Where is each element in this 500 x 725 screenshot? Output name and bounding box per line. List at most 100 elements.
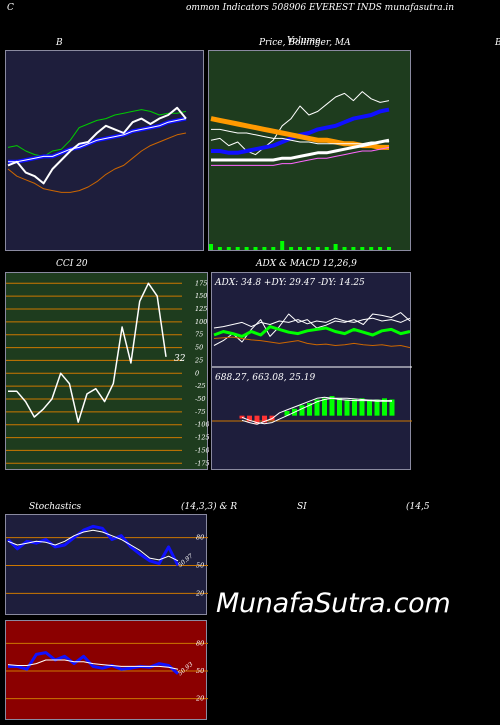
rsi-tick-label: 50 [196, 667, 204, 675]
rsi-tick-label: 80 [196, 639, 204, 647]
volume-bar [253, 247, 258, 250]
price-ma-chart [209, 91, 391, 250]
volume-bar [324, 247, 329, 250]
adx-macd-title: ADX & MACD 12,26,9 [256, 259, 357, 269]
adx-values-text: ADX: 34.8 +DY: 29.47 -DY: 14.25 [214, 278, 365, 288]
volume-bar [235, 247, 240, 250]
bollinger-title: B [56, 38, 63, 48]
stoch-params: (14,3,3) & R [181, 502, 238, 512]
macd-histogram-bar [344, 399, 350, 416]
volume-bar [315, 247, 320, 250]
volume-bar [209, 244, 213, 250]
macd-histogram-bar [322, 398, 327, 416]
far-right-title: B [495, 38, 500, 48]
macd-histogram-bar [374, 399, 380, 416]
bollinger-upper-band [7, 109, 187, 157]
cci-tick-label: -25 [195, 382, 205, 390]
cci-last-value: 32 [174, 354, 186, 364]
cci-tick-label: 125 [195, 305, 207, 313]
macd-histogram-bar [329, 396, 335, 416]
price-ma-title: Price, Bollinger, MA [259, 38, 351, 48]
macd-histogram-bar [367, 399, 372, 416]
adx-macd-chart: ADX: 34.8 +DY: 29.47 -DY: 14.25 688.27, 6… [212, 278, 412, 425]
adx-minus-di [213, 317, 411, 329]
rsi-params: (14,5 [406, 502, 430, 512]
price-price-line [210, 91, 390, 156]
cci-tick-label: 50 [195, 344, 203, 352]
stoch-panel: 80 50 20 50.97 [5, 514, 208, 615]
volume-bar [351, 247, 356, 250]
header-title: ommon Indicators 508906 EVEREST INDS mun… [186, 3, 455, 13]
macd-signal-line [241, 397, 392, 425]
cci-tick-label: 0 [195, 369, 199, 377]
cci-tick-label: 150 [195, 292, 207, 300]
price-ma-slow-inner [211, 146, 390, 166]
macd-histogram-bar [389, 399, 395, 416]
volume-bar [244, 247, 249, 250]
volume-bar [333, 244, 338, 250]
stoch-signal-line [7, 529, 179, 562]
rsi-tick-label: 20 [195, 695, 204, 703]
volume-bar [387, 247, 391, 250]
volume-bar [360, 247, 365, 250]
rsi-title: SI [297, 502, 307, 512]
rsi-main-line [8, 651, 179, 675]
macd-histogram-bar [382, 398, 387, 416]
adx-macd-panel: ADX: 34.8 +DY: 29.47 -DY: 14.25 688.27, 6… [211, 272, 412, 470]
adx-adx-orange [213, 336, 411, 349]
stoch-tick-label: 50 [196, 562, 204, 570]
macd-histogram-bar [262, 415, 267, 423]
watermark: MunafaSutra.com [216, 588, 451, 619]
price-ma-title-overlay: Volume [287, 36, 321, 46]
macd-line [241, 396, 392, 425]
rsi-chart: 80 50 20 50.93 [6, 639, 208, 703]
bollinger-lower-band [7, 132, 187, 193]
stoch-chart: 80 50 20 50.97 [6, 524, 208, 597]
volume-bar [217, 247, 222, 250]
volume-bar [306, 247, 311, 250]
cci-tick-label: -175 [195, 459, 209, 467]
cci-tick-label: 100 [195, 318, 207, 326]
cci-tick-label: -100 [195, 421, 209, 429]
cci-line [8, 282, 167, 423]
rsi-panel: 80 50 20 50.93 [5, 620, 208, 720]
stoch-tick-label: 80 [196, 534, 204, 542]
macd-histogram-bar [314, 399, 320, 416]
price-ma-panel [208, 50, 411, 251]
macd-histogram-bar [254, 415, 260, 424]
volume-bar [280, 241, 285, 250]
macd-histogram-bar [359, 398, 365, 416]
bollinger-price-line [7, 106, 187, 185]
cci-tick-label: 25 [194, 356, 203, 364]
adx-adx-green [213, 325, 411, 338]
bollinger-panel [5, 50, 204, 251]
volume-bar [298, 247, 302, 250]
cci-tick-label: 175 [195, 279, 207, 287]
bollinger-chart [7, 106, 187, 193]
stoch-last-value: 50.97 [177, 553, 195, 570]
volume-bar [271, 247, 276, 250]
volume-bar [262, 247, 267, 250]
stoch-tick-label: 20 [195, 589, 204, 597]
rsi-signal-line [7, 659, 179, 670]
cci-tick-label: -50 [195, 395, 205, 403]
cci-tick-label: 75 [195, 331, 203, 339]
stoch-title: Stochastics [29, 502, 82, 512]
price-ma-mid [211, 128, 389, 145]
macd-histogram-bar [299, 405, 305, 416]
cci-chart: 175 150 125 100 75 50 25 0 -25 -50 -75 -100 -125 -150… [6, 279, 209, 467]
volume-bar [289, 247, 294, 250]
macd-histogram-bar [307, 402, 312, 416]
macd-histogram-bar [352, 399, 357, 416]
volume-bar [369, 247, 374, 250]
cci-tick-label: -75 [195, 408, 205, 416]
header-letter: C [7, 3, 14, 13]
macd-histogram-bar [284, 411, 290, 416]
macd-histogram-bar [239, 415, 245, 419]
price-ma-slow-outer [211, 138, 390, 162]
volume-bar [226, 247, 231, 250]
stoch-main-line [6, 524, 180, 567]
cci-tick-label: -150 [195, 446, 209, 454]
macd-histogram-bar [337, 398, 342, 416]
cci-panel: 175 150 125 100 75 50 25 0 -25 -50 -75 -100 -125 -150… [5, 272, 209, 470]
